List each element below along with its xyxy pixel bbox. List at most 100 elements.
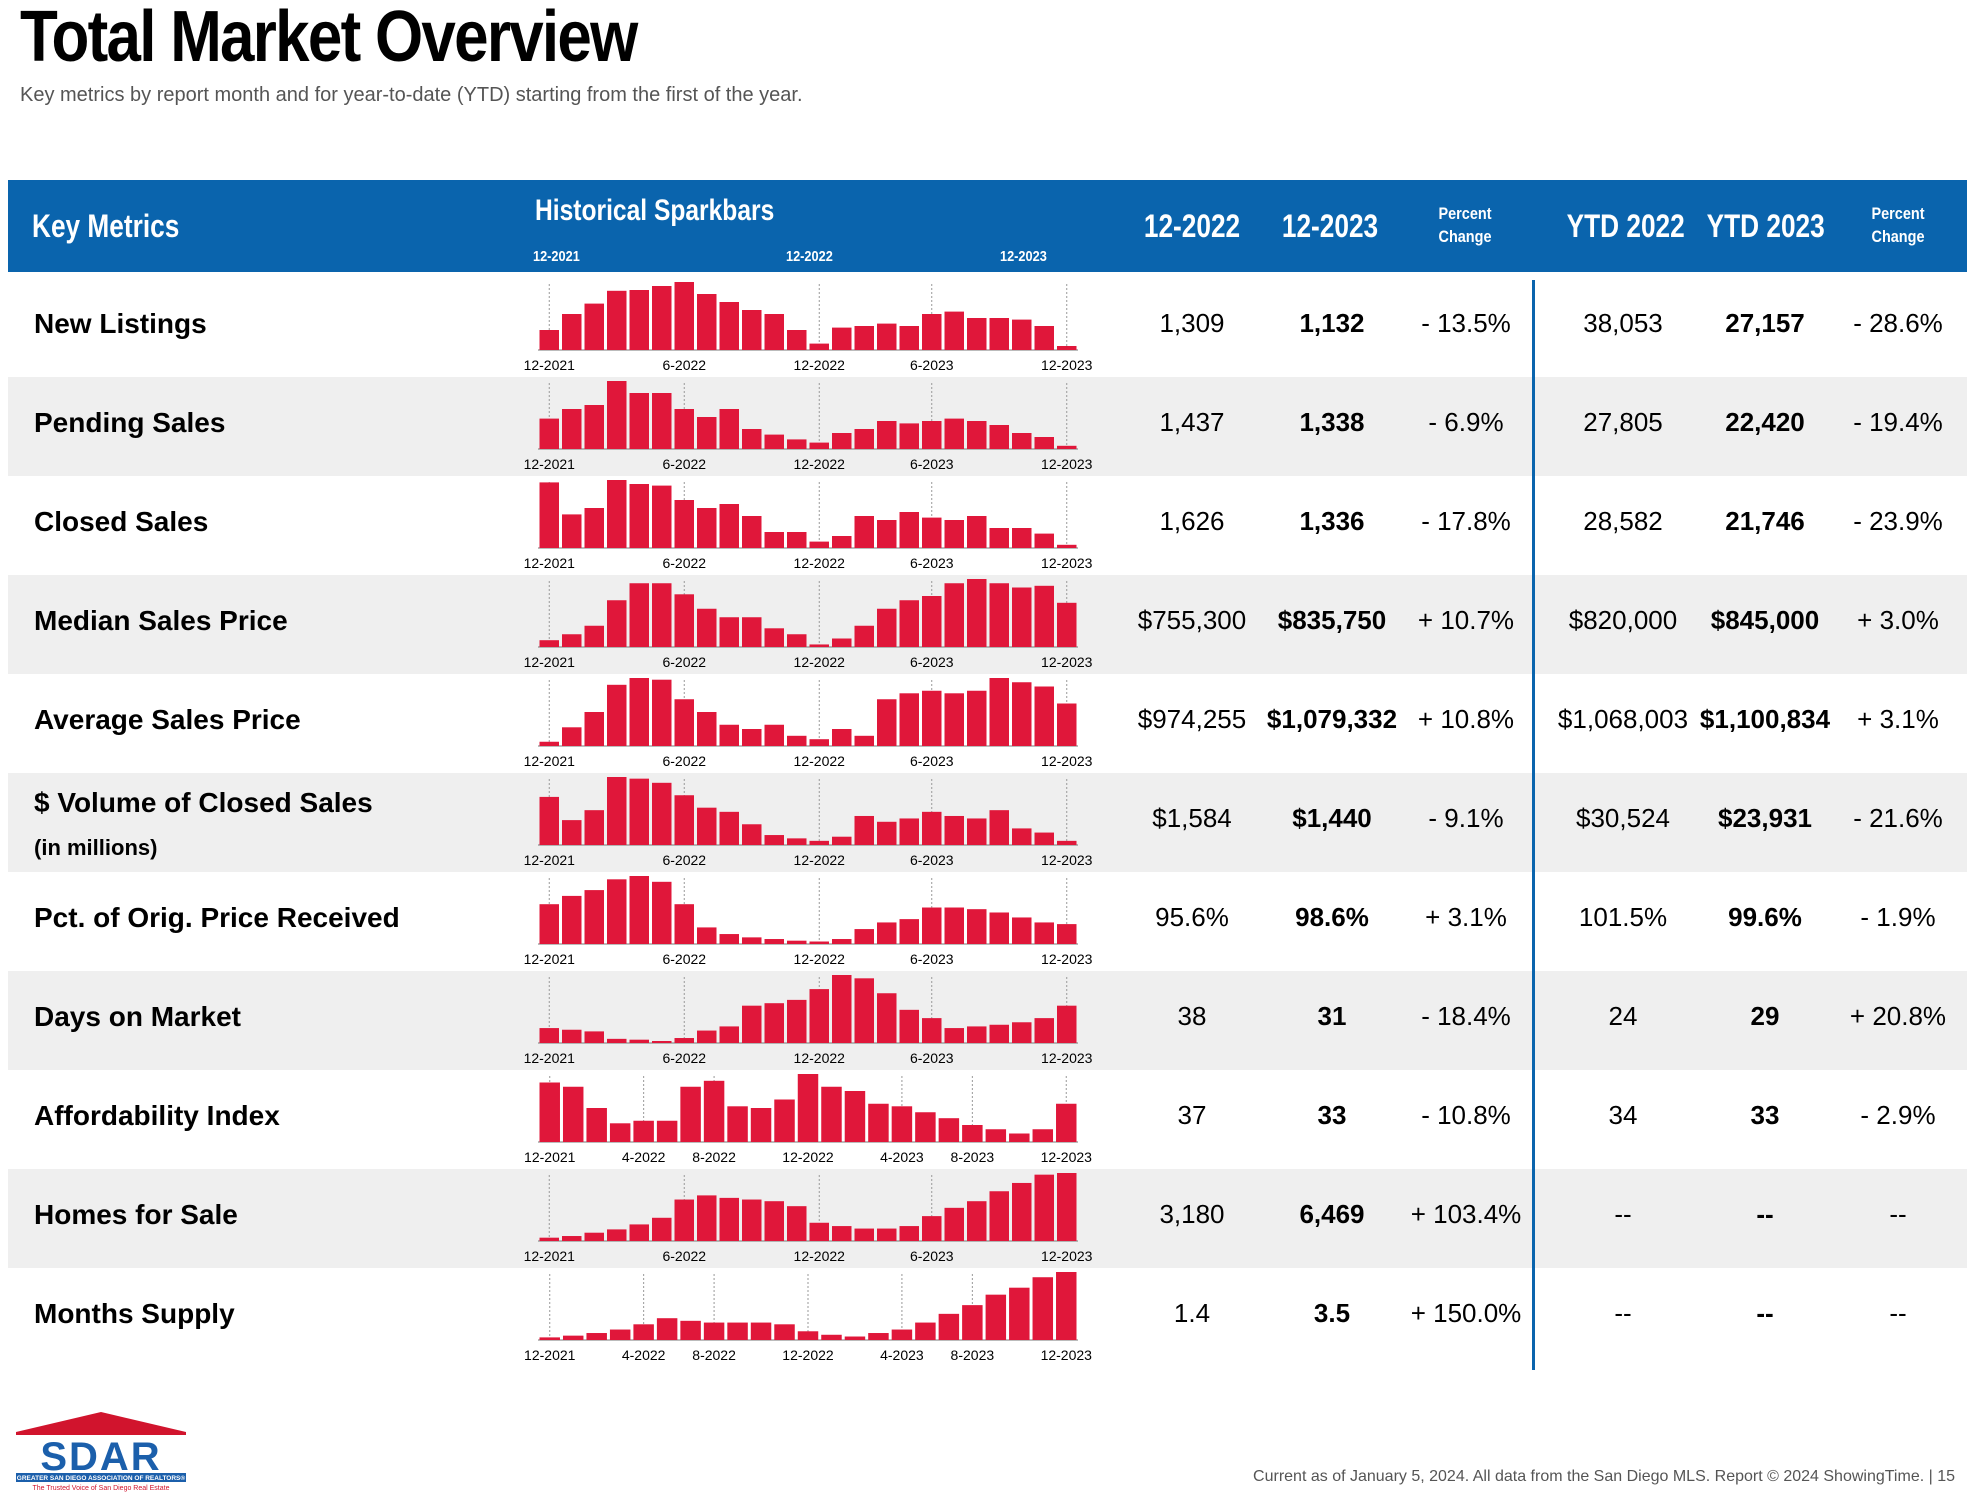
sparkbar-bar — [719, 302, 739, 350]
table-row: Median Sales Price 12-2021 6-2022 12-2022 6-… — [8, 575, 1967, 674]
sparkbar-bar — [787, 940, 807, 944]
sparkbar-tick-label: 12-2022 — [794, 951, 846, 967]
sparkbar-bar — [944, 1207, 964, 1241]
sparkbar-chart: 12-2021 6-2022 12-2022 6-2023 12-2023 — [524, 975, 1093, 1066]
value-12-2022: 95.6% — [1155, 902, 1229, 932]
sparkbar-bar — [750, 1322, 772, 1340]
header-percent-change-2: Percent Change — [1851, 202, 1945, 248]
sparkbar-bar — [562, 634, 582, 647]
sparkbar-bar — [854, 929, 874, 944]
sparkbar-tick-label: 12-2022 — [794, 357, 846, 373]
sparkbar-bar — [584, 712, 604, 746]
sparkbar-bar — [1057, 924, 1077, 944]
sparkbar-bar — [562, 514, 582, 548]
sparkbar-bar — [989, 318, 1009, 350]
metrics-table: New Listings 12-2021 6-2022 12-2022 6-2023 12… — [8, 278, 1967, 1367]
sparkbar-bar — [607, 600, 627, 647]
sparkbar-bar — [899, 423, 919, 449]
value-12-2022: 1,309 — [1159, 308, 1225, 338]
sparkbar-bar — [633, 1324, 654, 1340]
table-header: Key Metrics Historical Sparkbars 12-2021… — [8, 180, 1967, 272]
sparkbar-bar — [764, 939, 784, 944]
sparkbar-bar — [656, 1120, 678, 1142]
sparkbar-bar — [989, 583, 1009, 647]
sparkbar-bar — [629, 484, 649, 548]
sparkbar-bar — [742, 729, 762, 746]
sparkbar-bar — [539, 741, 559, 746]
sparkbar-bar — [697, 927, 717, 944]
value-ytd-2022: -- — [1614, 1298, 1632, 1328]
sparkbar-bar — [877, 993, 897, 1043]
sparkbar-bar — [899, 1009, 919, 1043]
sparkbar-bar — [809, 644, 829, 647]
sparkbar-bar — [967, 690, 987, 746]
sparkbar-bar — [539, 1028, 559, 1043]
sparkbar-bar — [967, 1201, 987, 1241]
value-12-2023: 33 — [1317, 1100, 1347, 1130]
sparkbar-bar — [697, 417, 717, 449]
sparkbar-bar — [944, 418, 964, 449]
sparkbar-bar — [944, 520, 964, 548]
sparkbar-chart: 12-2021 6-2022 12-2022 6-2023 12-2023 — [524, 876, 1093, 967]
sparkbar-bar — [877, 1228, 897, 1241]
value-ytd-2023: 29 — [1750, 1001, 1780, 1031]
table-row: Affordability Index 12-2021 4-2022 8-2022 12… — [8, 1070, 1967, 1169]
metric-label: Closed Sales — [34, 506, 209, 537]
sparkbar-bar — [854, 815, 874, 845]
sparkbar-tick-label: 12-2022 — [782, 1347, 834, 1363]
value-ytd-2022: 24 — [1608, 1001, 1638, 1031]
sparkbar-bar — [697, 807, 717, 845]
sparkbar-bar — [944, 815, 964, 845]
sparkbar-bar — [944, 693, 964, 746]
metric-label: Homes for Sale — [34, 1199, 238, 1230]
value-12-2022: 1.4 — [1173, 1298, 1211, 1328]
table-row: $ Volume of Closed Sales (in millions) 12-… — [8, 773, 1967, 872]
sparkbar-bar — [539, 904, 559, 944]
sparkbar-bar — [832, 536, 852, 548]
sparkbar-bar — [674, 795, 694, 845]
sparkbar-bar — [787, 532, 807, 548]
sparkbar-bar — [764, 628, 784, 647]
table-row: New Listings 12-2021 6-2022 12-2022 6-2023 12… — [8, 278, 1967, 377]
sparkbar-bar — [809, 442, 829, 449]
sparkbar-bar — [703, 1080, 725, 1142]
sparkbar-bar — [584, 303, 604, 350]
sparkbar-bar — [607, 480, 627, 548]
sparkbar-bar — [674, 1038, 694, 1043]
sparkbar-bar — [697, 1195, 717, 1241]
page-subtitle: Key metrics by report month and for year… — [20, 84, 803, 106]
sparkbar-bar — [539, 796, 559, 845]
value-ytd-2023: 33 — [1750, 1100, 1780, 1130]
percent-change-ytd: - 2.9% — [1860, 1100, 1936, 1130]
sparkbar-bar — [607, 1038, 627, 1043]
sparkbar-bar — [899, 693, 919, 746]
sparkbar-bar — [821, 1334, 842, 1340]
sparkbar-tick-label: 4-2023 — [880, 1347, 924, 1363]
sparkbar-tick-label: 6-2023 — [910, 1248, 954, 1264]
sparkbar-bar — [899, 326, 919, 350]
sparkbar-tick-label: 12-2022 — [794, 852, 846, 868]
sparkbar-tick-label: 12-2021 — [524, 852, 576, 868]
sparkbar-bar — [719, 934, 739, 944]
sparkbar-bar — [877, 421, 897, 449]
value-12-2023: $835,750 — [1277, 605, 1387, 635]
sparkbar-tick-label: 12-2021 — [524, 1347, 576, 1363]
sparkbar-chart: 12-2021 6-2022 12-2022 6-2023 12-2023 — [524, 579, 1093, 670]
sparkbar-bar — [562, 1029, 582, 1043]
sparkbar-bar — [797, 1331, 819, 1340]
sparkbar-bar — [868, 1333, 889, 1340]
sparkbar-bar — [809, 541, 829, 548]
header-spark-axis-start: 12-2021 — [533, 248, 580, 265]
sparkbar-bar — [962, 1125, 983, 1142]
value-12-2022: $1,584 — [1152, 803, 1232, 833]
sparkbar-bar — [656, 1318, 678, 1340]
sparkbar-chart: 12-2021 6-2022 12-2022 6-2023 12-2023 — [524, 282, 1093, 373]
sparkbar-tick-label: 12-2021 — [524, 1149, 576, 1165]
value-12-2022: 1,437 — [1159, 407, 1225, 437]
sparkbar-bar — [1012, 917, 1032, 944]
sparkbar-bar — [680, 1320, 701, 1340]
sparkbar-bar — [633, 1120, 654, 1142]
sparkbar-bar — [809, 989, 829, 1043]
value-ytd-2022: $820,000 — [1568, 605, 1678, 635]
sparkbar-bar — [562, 1335, 584, 1340]
